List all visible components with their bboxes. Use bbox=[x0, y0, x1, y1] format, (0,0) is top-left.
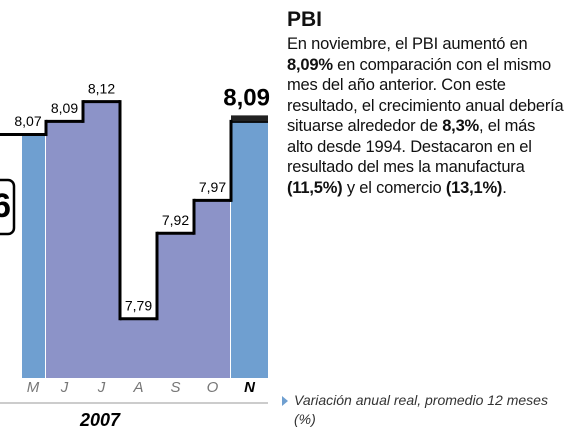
bold-text: (13,1%) bbox=[445, 178, 503, 197]
x-tick-label: N bbox=[244, 379, 256, 396]
panel-paragraph: En noviembre, el PBI aumentó en 8,09% en… bbox=[287, 34, 565, 198]
value-label: 7,92 bbox=[162, 212, 189, 228]
bar bbox=[231, 121, 268, 378]
bar bbox=[194, 200, 231, 378]
bold-text: 8,3% bbox=[442, 117, 480, 135]
text: . bbox=[502, 178, 507, 197]
bar bbox=[83, 101, 120, 378]
value-label: 8,12 bbox=[88, 80, 115, 96]
bold-text: (11,5%) bbox=[287, 178, 343, 197]
value-label: 8,09 bbox=[223, 85, 270, 112]
x-tick-label: J bbox=[60, 379, 69, 396]
text: y el comercio bbox=[342, 178, 446, 197]
highlight-cap bbox=[231, 115, 268, 122]
x-tick-label: M bbox=[27, 379, 40, 396]
text: En noviembre, el PBI aumentó en bbox=[287, 35, 528, 53]
bar bbox=[120, 318, 157, 378]
value-label: 7,97 bbox=[199, 179, 226, 195]
text: en comparación con el mismo mes del año … bbox=[287, 55, 564, 136]
x-tick-label: J bbox=[97, 379, 106, 396]
bar bbox=[157, 233, 194, 378]
chart-note: Variación anual real, promedio 12 meses … bbox=[282, 391, 564, 429]
chart: 2007 6 8,07 M 8,09 J 8,12 J 7,79 A 7,92 S 7,97 O 8,09… bbox=[0, 80, 270, 430]
x-tick-label: S bbox=[170, 379, 180, 396]
text: , el más alto desde 1994. Destacaron en … bbox=[287, 117, 536, 176]
value-label: 8,07 bbox=[14, 113, 41, 129]
bold-text: 8,09% bbox=[287, 55, 333, 74]
value-label: 8,09 bbox=[51, 100, 78, 116]
bar bbox=[22, 134, 46, 378]
bar bbox=[46, 121, 83, 378]
value-label: 7,79 bbox=[125, 297, 152, 313]
x-tick-label: O bbox=[207, 379, 219, 396]
year-label: 2007 bbox=[79, 410, 121, 430]
panel-title: PBI bbox=[287, 8, 323, 31]
side-label: 6 bbox=[0, 187, 11, 225]
x-tick-label: A bbox=[132, 379, 143, 396]
side-label-box bbox=[0, 178, 16, 236]
text-panel: PBI En noviembre, el PBI aumentó en 8,09… bbox=[287, 8, 565, 198]
